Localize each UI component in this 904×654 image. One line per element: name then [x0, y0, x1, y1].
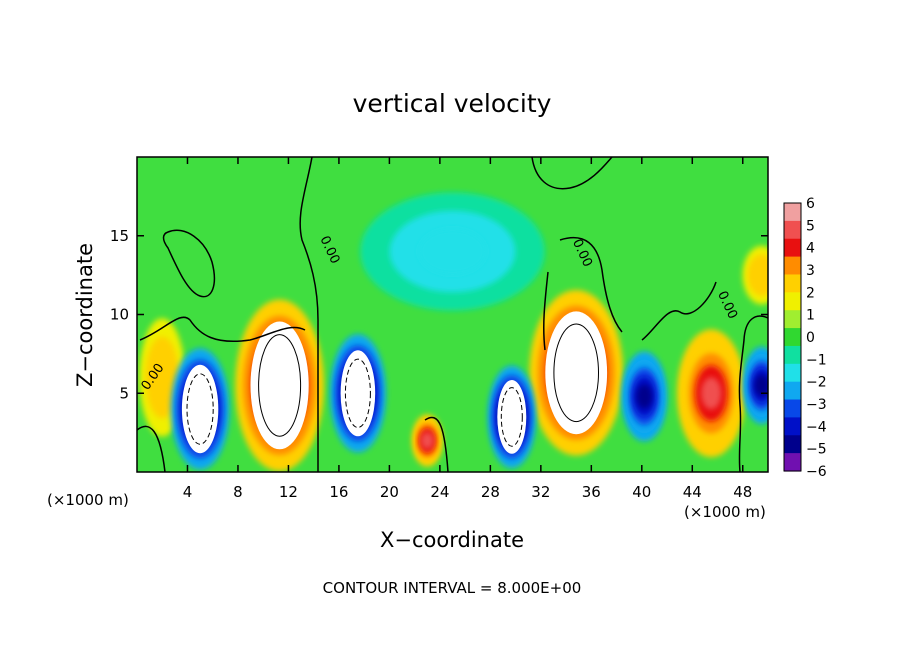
saturated-core	[181, 364, 219, 454]
inner-contours	[186, 323, 600, 447]
zero-contours	[137, 157, 768, 472]
zero-contour-line	[641, 281, 717, 341]
colorbar-swatch	[784, 363, 801, 383]
x-unit-label-left: (×1000 m)	[47, 491, 129, 509]
colorbar-tick-label: −2	[806, 375, 827, 391]
y-axis-title: Z−coordinate	[73, 243, 97, 387]
colorbar-tick-label: 4	[806, 241, 815, 257]
colorbar-swatch	[784, 274, 801, 293]
interior-contour	[186, 373, 214, 445]
downdraft-cell	[621, 351, 668, 442]
x-tick-label: 32	[531, 483, 550, 501]
downdraft-cell	[329, 334, 386, 453]
colorbar-tick-label: −6	[806, 464, 827, 480]
colorbar-tick-label: 5	[806, 218, 815, 234]
x-tick-label: 40	[632, 483, 651, 501]
y-tick-label: 10	[110, 306, 129, 324]
zero-contour-line	[299, 157, 319, 472]
x-tick-label: 20	[380, 483, 399, 501]
colorbar-tick-label: −5	[806, 442, 827, 458]
x-tick-label: 44	[683, 483, 702, 501]
saturated-core	[497, 380, 527, 454]
colorbar-swatch	[784, 203, 801, 222]
updraft-cell	[742, 245, 768, 305]
interior-contour	[258, 334, 302, 437]
saturated-core	[545, 311, 608, 435]
interior-contour	[344, 358, 371, 428]
x-axis-title: X−coordinate	[380, 528, 524, 552]
contour-interval-note: CONTOUR INTERVAL = 8.000E+00	[323, 579, 582, 597]
colorbar-tick-label: −4	[806, 419, 827, 435]
colorbar-tick-label: 3	[806, 263, 815, 279]
y-tick-label: 5	[119, 384, 129, 402]
x-tick-label: 4	[183, 483, 193, 501]
x-tick-label: 16	[329, 483, 348, 501]
updraft-cell	[411, 414, 443, 467]
zero-contour-line	[162, 229, 216, 298]
zero-contour-line	[139, 316, 306, 342]
updraft-cell	[529, 290, 624, 456]
colorbar-swatch	[784, 256, 801, 276]
colorbar-swatch	[784, 417, 801, 436]
plot-area	[137, 157, 768, 472]
colorbar-swatch	[784, 381, 801, 401]
colorbar-swatch	[784, 345, 801, 365]
zero-contour-line	[738, 315, 768, 472]
y-axis-ticks: 5 10 15	[110, 227, 768, 402]
colorbar-tick-label: 1	[806, 308, 815, 324]
colorbar-tick-label: 0	[806, 330, 815, 346]
updraft-cell	[235, 299, 324, 472]
downdraft-cell	[487, 365, 536, 469]
downdraft-cell	[170, 348, 230, 470]
saturated-core	[250, 321, 309, 450]
colorbar-swatch	[784, 220, 801, 240]
colorbar-swatch	[784, 328, 801, 347]
x-tick-label: 36	[582, 483, 601, 501]
x-tick-label: 12	[279, 483, 298, 501]
saturated-core	[340, 350, 376, 437]
velocity-field	[139, 192, 768, 472]
x-tick-label: 48	[733, 483, 752, 501]
x-tick-label: 28	[481, 483, 500, 501]
colorbar-tick-label: 2	[806, 285, 815, 301]
updraft-cell	[676, 329, 746, 458]
zero-contour-line	[137, 416, 449, 472]
colorbar-swatch	[784, 238, 801, 258]
colorbar-frame	[783, 202, 802, 472]
colorbar-tick-label: 6	[806, 196, 815, 212]
colorbar-swatch	[784, 435, 801, 454]
chart-title: vertical velocity	[353, 89, 552, 118]
x-axis-ticks: 4 8 12 16 20 24 28 32 36 40 44 48	[183, 157, 752, 501]
downdraft-cell	[360, 192, 545, 311]
colorbar-swatch	[784, 310, 801, 329]
colorbar-swatch	[784, 292, 801, 311]
y-tick-label: 15	[110, 227, 129, 245]
interior-contour	[553, 323, 600, 423]
x-tick-label: 24	[430, 483, 449, 501]
colorbar-swatch	[784, 399, 801, 418]
downdraft-cell	[742, 346, 768, 425]
colorbar-tick-label: −1	[806, 352, 827, 368]
x-tick-label: 8	[233, 483, 243, 501]
interior-contour	[500, 387, 523, 447]
colorbar: 6 5 4 3 2 1 0 −1 −2 −3 −4 −5 −6	[783, 196, 827, 480]
x-unit-label-right: (×1000 m)	[684, 503, 766, 521]
colorbar-tick-label: −3	[806, 397, 827, 413]
zero-contour-line	[543, 236, 623, 351]
colorbar-swatch	[784, 453, 801, 472]
zero-contour-line	[531, 157, 613, 190]
